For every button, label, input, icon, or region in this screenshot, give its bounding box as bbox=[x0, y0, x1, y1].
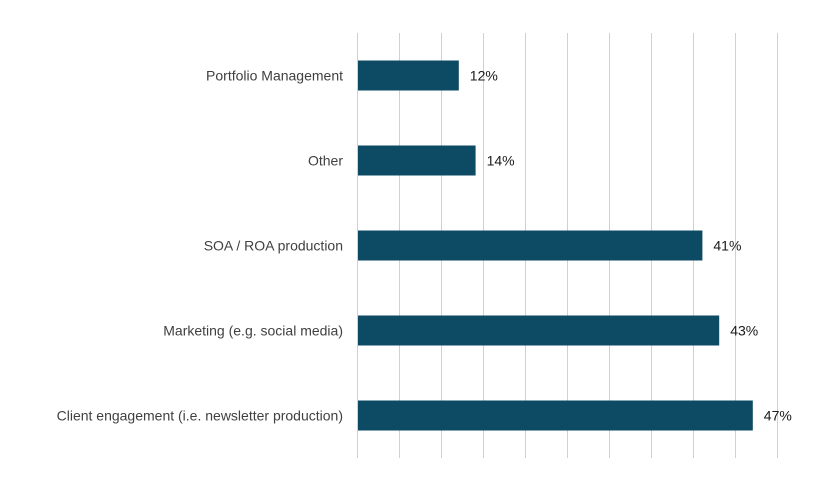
bar bbox=[358, 60, 459, 91]
category-label: Marketing (e.g. social media) bbox=[163, 323, 343, 339]
bar bbox=[358, 230, 703, 261]
bars bbox=[358, 60, 753, 431]
data-label: 14% bbox=[487, 153, 515, 169]
bar bbox=[358, 145, 476, 176]
category-label: Portfolio Management bbox=[206, 68, 343, 84]
data-label: 47% bbox=[764, 408, 792, 424]
data-label: 41% bbox=[713, 238, 741, 254]
category-label: Client engagement (i.e. newsletter produ… bbox=[57, 408, 343, 424]
bar bbox=[358, 400, 753, 431]
category-label: SOA / ROA production bbox=[204, 238, 343, 254]
bar bbox=[358, 315, 720, 346]
labels: Portfolio Management 12% Other 14% SOA / ROA… bbox=[57, 68, 792, 424]
category-label: Other bbox=[308, 153, 343, 169]
data-label: 12% bbox=[470, 68, 498, 84]
data-label: 43% bbox=[730, 323, 758, 339]
